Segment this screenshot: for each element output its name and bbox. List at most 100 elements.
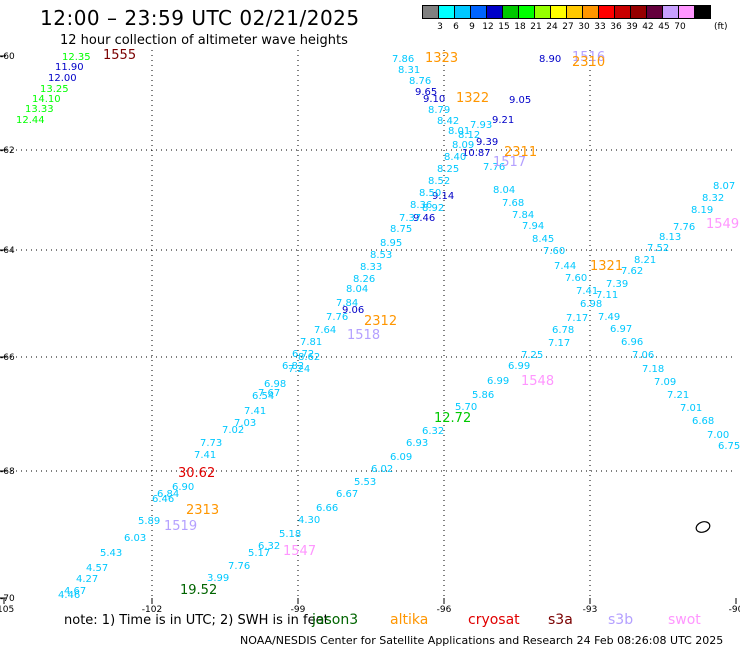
swh-value: 7.37 — [399, 213, 421, 224]
legend-label: 18 — [514, 22, 526, 32]
swh-value: 8.04 — [346, 284, 368, 295]
legend-label: 6 — [453, 22, 459, 32]
pass-label: 30.62 — [178, 466, 215, 481]
swh-value: 7.44 — [554, 261, 576, 272]
swh-value: 7.25 — [521, 350, 543, 361]
pass-label: 1516 — [572, 50, 605, 65]
swh-value: 3.99 — [207, 573, 229, 584]
swh-value: 8.01 — [448, 126, 470, 137]
pass-label: 12.72 — [434, 411, 471, 426]
lat-label: -62 — [0, 146, 15, 156]
lon-label: -99 — [291, 605, 306, 615]
swh-value: 8.19 — [691, 205, 713, 216]
swh-value: 9.10 — [423, 94, 445, 105]
swh-value: 7.01 — [680, 403, 702, 414]
swh-value: 6.93 — [406, 438, 428, 449]
lon-label: -90 — [729, 605, 740, 615]
pass-label: 1517 — [493, 155, 526, 170]
swh-value: 7.84 — [512, 210, 534, 221]
swh-value: 7.60 — [543, 246, 565, 257]
swh-value: 7.17 — [566, 313, 588, 324]
swh-value: 7.86 — [392, 54, 414, 65]
pass-label: 1519 — [164, 519, 197, 534]
swh-value: 8.07 — [713, 181, 735, 192]
lat-label: -66 — [0, 353, 15, 363]
pass-label: 1548 — [521, 374, 554, 389]
swh-value: 7.18 — [642, 364, 664, 375]
swh-value: 7.68 — [502, 198, 524, 209]
swh-value: 6.03 — [124, 533, 146, 544]
swh-value: 6.54 — [252, 391, 274, 402]
swh-value: 8.62 — [298, 352, 320, 363]
swh-value: 8.90 — [539, 54, 561, 65]
swh-value: 6.99 — [508, 361, 530, 372]
swh-value: 7.84 — [336, 298, 358, 309]
lat-label: -70 — [0, 594, 15, 604]
swh-value: 5.89 — [138, 516, 160, 527]
satellite-s3b: s3b — [608, 612, 634, 628]
legend-label: 27 — [562, 22, 574, 32]
swh-value: 4.67 — [64, 586, 86, 597]
swh-value: 12.44 — [16, 115, 45, 126]
pass-label: 1321 — [590, 259, 623, 274]
legend-label: 33 — [594, 22, 606, 32]
swh-value: 7.03 — [234, 418, 256, 429]
swh-value: 8.31 — [398, 65, 420, 76]
swh-value: 7.76 — [326, 312, 348, 323]
legend-swatches — [422, 5, 711, 19]
swh-value: 7.76 — [673, 222, 695, 233]
swh-value: 8.52 — [428, 176, 450, 187]
swh-value: 9.05 — [509, 95, 531, 106]
swh-value: 8.45 — [532, 234, 554, 245]
satellite-altika: altika — [390, 612, 429, 628]
legend-swatch — [422, 5, 439, 19]
pass-label: 2313 — [186, 503, 219, 518]
legend-swatch — [598, 5, 615, 19]
swh-value: 5.43 — [100, 548, 122, 559]
lat-label: -64 — [0, 246, 15, 256]
swh-value: 5.18 — [279, 529, 301, 540]
legend-label: 36 — [610, 22, 622, 32]
swh-value: 7.17 — [548, 338, 570, 349]
pass-label: 2310 — [572, 55, 605, 70]
legend-label: 45 — [658, 22, 670, 32]
swh-value: 6.99 — [487, 376, 509, 387]
map-subtitle: 12 hour collection of altimeter wave hei… — [60, 33, 348, 48]
swh-value: 7.62 — [621, 266, 643, 277]
swh-value: 7.60 — [565, 273, 587, 284]
legend-swatch — [630, 5, 647, 19]
legend-swatch — [438, 5, 455, 19]
footer-note: note: 1) Time is in UTC; 2) SWH is in fe… — [64, 613, 329, 628]
swh-value: 7.02 — [222, 425, 244, 436]
swh-value: 8.40 — [444, 152, 466, 163]
swh-value: 4.27 — [76, 574, 98, 585]
legend-swatch — [694, 5, 711, 19]
swh-value: 8.12 — [458, 130, 480, 141]
swh-value: 6.84 — [157, 489, 179, 500]
swh-value: 6.68 — [692, 416, 714, 427]
swh-value: 8.32 — [702, 193, 724, 204]
swh-value: 7.94 — [522, 221, 544, 232]
swh-value: 7.24 — [288, 364, 310, 375]
lon-label: -102 — [142, 605, 162, 615]
swh-value: 7.67 — [258, 388, 280, 399]
swh-value: 8.95 — [380, 238, 402, 249]
swh-values: 12.3511.9012.0013.2514.1013.3312.447.868… — [16, 52, 740, 601]
swh-value: 6.75 — [718, 441, 740, 452]
swh-value: 9.21 — [492, 115, 514, 126]
swh-value: 9.06 — [342, 305, 364, 316]
legend-swatch — [614, 5, 631, 19]
swh-value: 6.96 — [621, 337, 643, 348]
swh-value: 12.00 — [48, 73, 77, 84]
swh-value: 8.36 — [410, 200, 432, 211]
legend-swatch — [502, 5, 519, 19]
swh-value: 9.39 — [476, 137, 498, 148]
satellite-jason3: jason3 — [312, 612, 359, 628]
color-legend: 3 6 9 12 15 18 21 24 27 30 33 36 39 42 45 70 — [422, 5, 711, 32]
swh-value: 6.98 — [264, 379, 286, 390]
legend-label: 9 — [469, 22, 475, 32]
swh-value: 5.86 — [472, 390, 494, 401]
swh-value: 7.64 — [314, 325, 336, 336]
legend-label: 3 — [437, 22, 443, 32]
swh-value: 7.52 — [647, 243, 669, 254]
